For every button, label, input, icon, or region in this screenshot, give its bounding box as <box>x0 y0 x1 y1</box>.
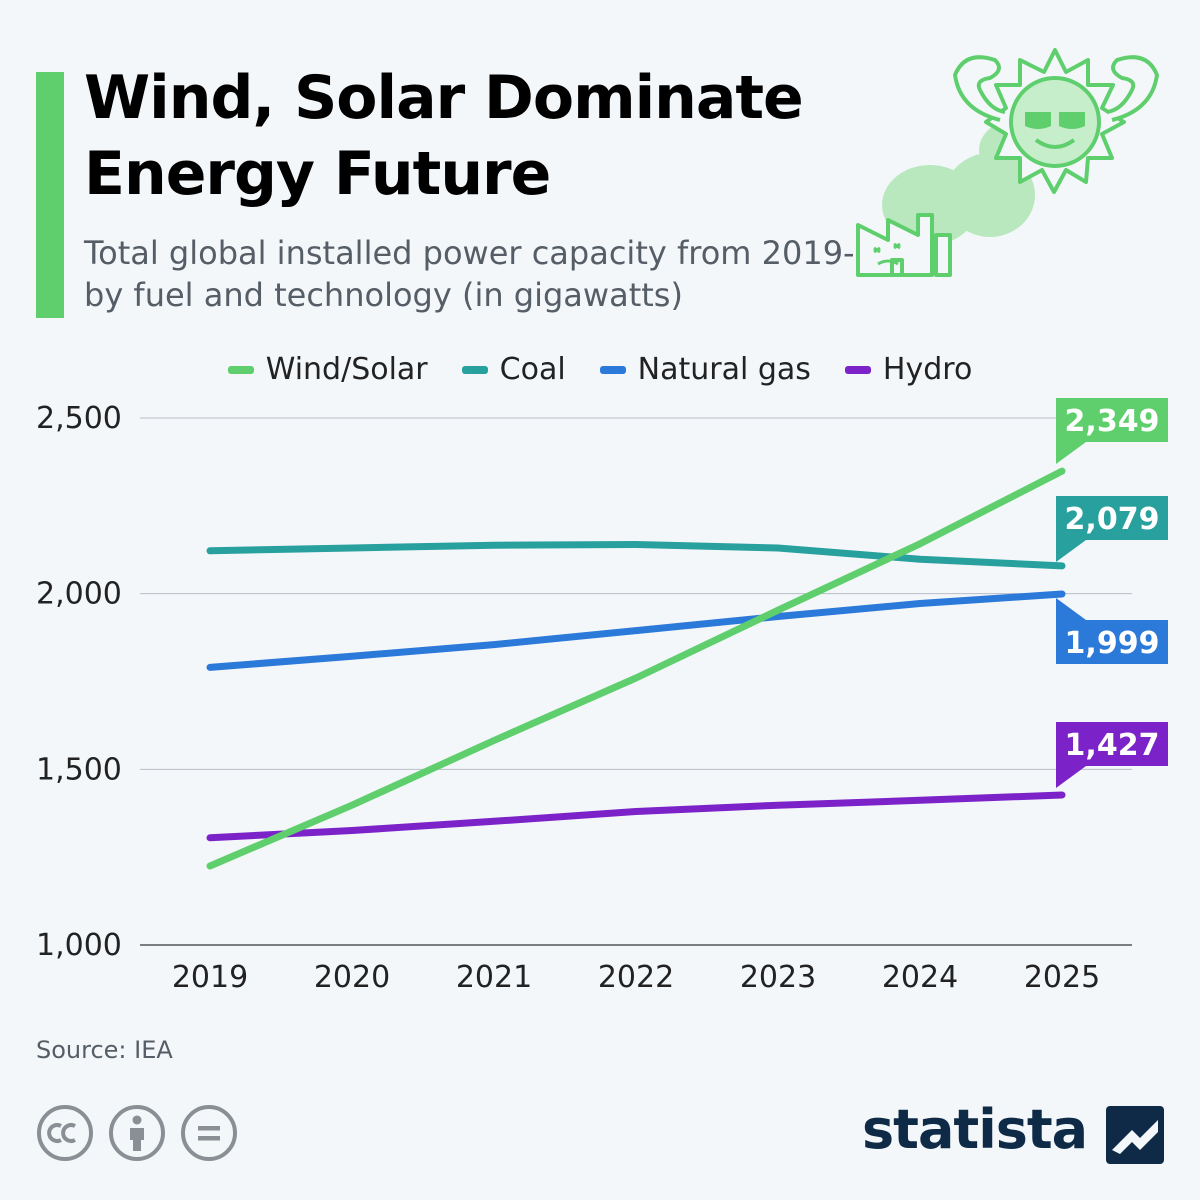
end-label-hydro: 1,427 <box>1065 728 1160 763</box>
end-label-box-natural-gas <box>1056 598 1168 664</box>
attribution-icon <box>109 1105 165 1161</box>
legend-item-hydro: Hydro <box>844 352 973 387</box>
sun-factory-illustration <box>856 48 1159 277</box>
end-label-wind-solar: 2,349 <box>1065 404 1160 439</box>
y-tick-label-2500: 2,500 <box>36 401 122 436</box>
end-label-box-wind-solar <box>1056 398 1168 464</box>
series-line-coal <box>206 541 1066 570</box>
no-derivatives-icon <box>181 1105 237 1161</box>
chart-title: Wind, Solar Dominate Energy Future <box>84 63 804 209</box>
y-tick-label-1500: 1,500 <box>36 752 122 787</box>
y-tick-label-1000: 1,000 <box>36 928 122 963</box>
x-tick-label-2020: 2020 <box>314 960 390 995</box>
x-tick-label-2025: 2025 <box>1024 960 1100 995</box>
cc-icon <box>37 1105 93 1161</box>
end-label-natural-gas: 1,999 <box>1065 626 1160 661</box>
statista-logo-text: statista <box>862 1098 1088 1161</box>
x-tick-label-2022: 2022 <box>598 960 674 995</box>
x-tick-label-2019: 2019 <box>172 960 248 995</box>
legend-item-coal: Coal <box>461 352 566 387</box>
legend-swatch-coal <box>461 365 488 374</box>
legend-item-wind-solar: Wind/Solar <box>227 352 428 387</box>
chart-legend: Wind/Solar Coal Natural gas Hydro <box>0 352 1200 387</box>
series-line-natural-gas <box>206 590 1066 671</box>
end-label-box-hydro <box>1056 722 1168 788</box>
x-tick-label-2021: 2021 <box>456 960 532 995</box>
legend-swatch-hydro <box>844 365 871 374</box>
x-tick-label-2023: 2023 <box>740 960 816 995</box>
legend-swatch-wind-solar <box>227 365 254 374</box>
legend-label-natural-gas: Natural gas <box>637 352 811 387</box>
series-line-hydro <box>206 791 1066 842</box>
x-tick-label-2024: 2024 <box>882 960 958 995</box>
end-label-box-coal <box>1056 496 1168 562</box>
source-note: Source: IEA <box>36 1036 173 1064</box>
license-icons <box>36 1104 238 1162</box>
legend-label-wind-solar: Wind/Solar <box>265 352 428 387</box>
y-tick-label-2000: 2,000 <box>36 577 122 612</box>
accent-bar <box>36 72 64 318</box>
statista-logo-icon <box>1106 1106 1164 1164</box>
series-line-wind-solar <box>206 467 1066 870</box>
end-label-coal: 2,079 <box>1065 502 1160 537</box>
legend-label-hydro: Hydro <box>882 352 973 387</box>
legend-swatch-natural-gas <box>599 365 626 374</box>
legend-item-natural-gas: Natural gas <box>599 352 811 387</box>
chart-subtitle: Total global installed power capacity fr… <box>84 234 947 314</box>
legend-label-coal: Coal <box>499 352 566 387</box>
line-chart: 1,000 1,500 2,000 2,500 2019 2020 2021 2022 2023… <box>36 398 1168 995</box>
